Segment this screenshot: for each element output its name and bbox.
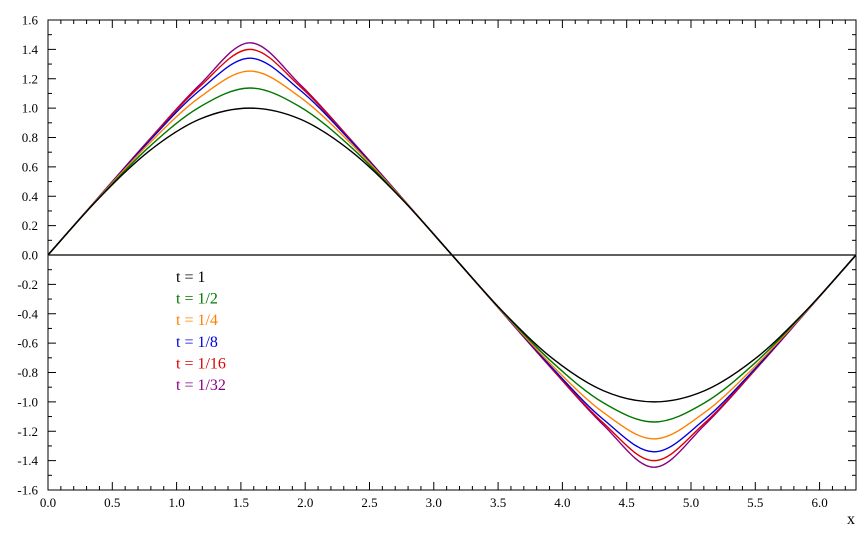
legend-entry: t = 1/4 <box>176 312 218 329</box>
y-tick-label: 0.8 <box>22 130 38 145</box>
x-tick-label: 4.0 <box>554 495 570 510</box>
x-axis-ticks: 0.0 0.5 1.0 1.5 2.0 2.5 3.0 3.5 4.0 4.5 5.0 5.5 6.0 <box>40 20 846 510</box>
x-tick-label: 2.0 <box>297 495 313 510</box>
y-tick-label: -0.2 <box>17 277 38 292</box>
x-tick-label: 5.0 <box>683 495 699 510</box>
y-tick-label: -1.6 <box>17 483 38 498</box>
y-tick-label: 0.0 <box>22 248 38 263</box>
legend-entry: t = 1 <box>176 269 205 286</box>
legend: t = 1 t = 1/2 t = 1/4 t = 1/8 t = 1/16 t = 1/… <box>176 269 226 394</box>
y-tick-label: -1.2 <box>17 424 38 439</box>
legend-entry: t = 1/16 <box>176 355 226 372</box>
y-tick-label: 0.2 <box>22 218 38 233</box>
y-tick-label: 0.4 <box>22 189 39 204</box>
legend-entry: t = 1/2 <box>176 291 218 308</box>
y-tick-label: 0.6 <box>22 159 39 174</box>
x-tick-label: 1.5 <box>233 495 249 510</box>
legend-entry: t = 1/8 <box>176 334 218 351</box>
y-tick-label: 1.6 <box>22 13 39 28</box>
x-tick-label: 1.0 <box>168 495 184 510</box>
y-tick-label: 1.2 <box>22 71 38 86</box>
x-tick-label: 3.0 <box>426 495 442 510</box>
y-tick-label: 1.0 <box>22 101 38 116</box>
series-line-1 <box>47 107 857 403</box>
y-axis-ticks: 1.6 1.4 1.2 1.0 0.8 0.6 0.4 0.2 0.0 -0.2 -0.4 -0.6 -… <box>17 13 856 498</box>
y-tick-label: -1.4 <box>17 453 38 468</box>
x-tick-label: 6.0 <box>811 495 827 510</box>
x-tick-label: 2.5 <box>361 495 377 510</box>
x-tick-label: 5.5 <box>747 495 763 510</box>
y-tick-label: 1.4 <box>22 42 39 57</box>
x-tick-label: 0.0 <box>40 495 56 510</box>
y-tick-label: -1.0 <box>17 394 38 409</box>
series-layer <box>47 42 857 468</box>
x-tick-label: 0.5 <box>104 495 120 510</box>
x-tick-label: 4.5 <box>619 495 635 510</box>
legend-entry: t = 1/32 <box>176 377 226 394</box>
y-tick-label: -0.8 <box>17 365 38 380</box>
x-axis-title: x <box>847 511 855 528</box>
y-tick-label: -0.4 <box>17 306 38 321</box>
x-tick-label: 3.5 <box>490 495 506 510</box>
y-tick-label: -0.6 <box>17 336 38 351</box>
